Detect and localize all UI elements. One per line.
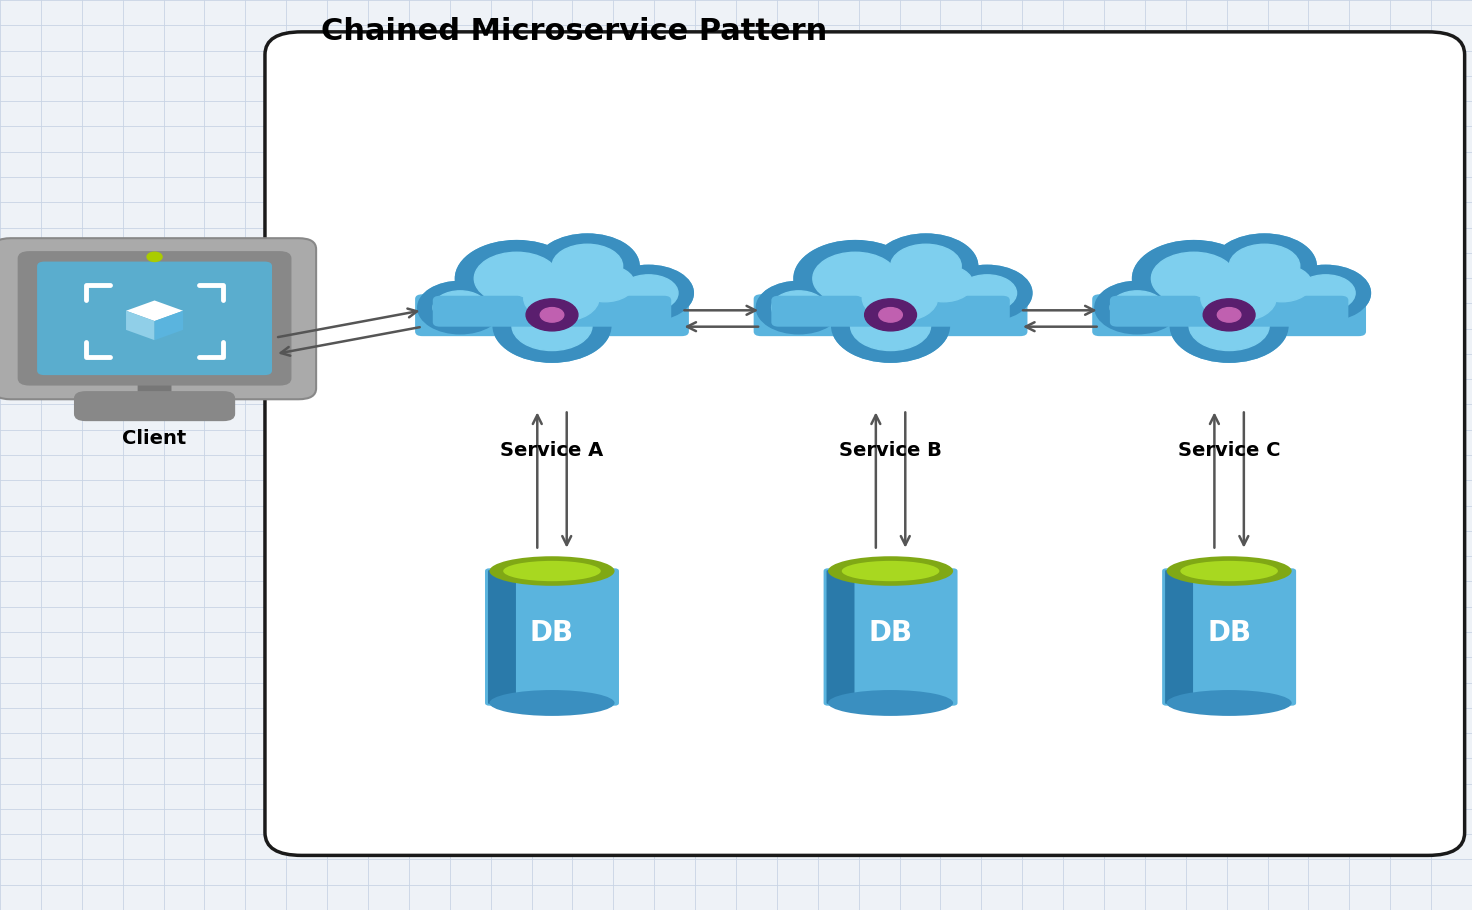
Circle shape <box>536 234 639 298</box>
Circle shape <box>1095 281 1179 334</box>
Circle shape <box>1201 275 1276 321</box>
Circle shape <box>891 244 961 288</box>
Circle shape <box>576 266 634 302</box>
FancyBboxPatch shape <box>1110 296 1348 327</box>
Polygon shape <box>155 310 183 340</box>
Circle shape <box>864 298 917 331</box>
FancyBboxPatch shape <box>74 391 236 421</box>
Ellipse shape <box>1166 556 1291 586</box>
Circle shape <box>757 281 841 334</box>
Circle shape <box>958 275 1017 311</box>
Ellipse shape <box>1166 690 1291 716</box>
Circle shape <box>552 244 623 288</box>
Circle shape <box>604 266 693 320</box>
Ellipse shape <box>489 690 614 716</box>
Circle shape <box>433 291 487 324</box>
FancyBboxPatch shape <box>489 570 517 704</box>
Text: Chained Microservice Pattern: Chained Microservice Pattern <box>321 17 827 46</box>
Circle shape <box>418 281 502 334</box>
Circle shape <box>851 301 930 350</box>
Circle shape <box>418 281 502 334</box>
Circle shape <box>1170 289 1288 362</box>
Text: DB: DB <box>868 619 913 647</box>
Circle shape <box>1170 289 1288 362</box>
Ellipse shape <box>503 561 601 581</box>
Circle shape <box>1213 234 1316 298</box>
Circle shape <box>493 289 611 362</box>
Circle shape <box>1229 244 1300 288</box>
Circle shape <box>524 275 599 321</box>
FancyBboxPatch shape <box>138 372 171 402</box>
FancyBboxPatch shape <box>754 294 1027 336</box>
Circle shape <box>771 291 826 324</box>
Circle shape <box>1281 266 1370 320</box>
Circle shape <box>1110 291 1164 324</box>
Text: Service C: Service C <box>1178 441 1281 460</box>
Circle shape <box>832 289 949 362</box>
Circle shape <box>942 266 1032 320</box>
Ellipse shape <box>1181 561 1278 581</box>
Circle shape <box>1297 275 1356 311</box>
Circle shape <box>942 266 1032 320</box>
Circle shape <box>604 266 693 320</box>
Text: DB: DB <box>530 619 574 647</box>
Circle shape <box>512 301 592 350</box>
Polygon shape <box>127 300 183 321</box>
Circle shape <box>1203 298 1256 331</box>
Circle shape <box>455 240 578 317</box>
Circle shape <box>147 252 162 261</box>
Circle shape <box>793 240 917 317</box>
Text: Service B: Service B <box>839 441 942 460</box>
FancyBboxPatch shape <box>433 296 671 327</box>
Circle shape <box>879 308 902 322</box>
Circle shape <box>832 289 949 362</box>
Circle shape <box>526 298 578 331</box>
FancyBboxPatch shape <box>824 568 957 706</box>
Circle shape <box>813 252 898 305</box>
Circle shape <box>874 234 977 298</box>
Circle shape <box>493 289 611 362</box>
Circle shape <box>1253 266 1312 302</box>
FancyBboxPatch shape <box>771 296 1010 327</box>
Text: Client: Client <box>122 430 187 449</box>
FancyBboxPatch shape <box>0 238 316 399</box>
Circle shape <box>757 281 841 334</box>
Circle shape <box>1213 234 1316 298</box>
Ellipse shape <box>827 556 952 586</box>
FancyBboxPatch shape <box>18 251 291 386</box>
Circle shape <box>1281 266 1370 320</box>
FancyBboxPatch shape <box>37 261 272 375</box>
Circle shape <box>1132 240 1256 317</box>
Circle shape <box>863 275 938 321</box>
FancyBboxPatch shape <box>415 294 689 336</box>
Circle shape <box>914 266 973 302</box>
FancyBboxPatch shape <box>827 570 854 704</box>
Text: DB: DB <box>1207 619 1251 647</box>
FancyBboxPatch shape <box>486 568 620 706</box>
Circle shape <box>846 266 899 298</box>
Circle shape <box>508 266 561 298</box>
FancyBboxPatch shape <box>1163 568 1295 706</box>
Circle shape <box>1132 240 1256 317</box>
Ellipse shape <box>842 561 939 581</box>
Circle shape <box>620 275 679 311</box>
FancyBboxPatch shape <box>1166 570 1192 704</box>
FancyBboxPatch shape <box>1092 294 1366 336</box>
Circle shape <box>455 240 578 317</box>
Circle shape <box>474 252 559 305</box>
Circle shape <box>1151 252 1236 305</box>
Circle shape <box>540 308 564 322</box>
Ellipse shape <box>489 556 614 586</box>
Circle shape <box>1189 301 1269 350</box>
Circle shape <box>1185 266 1238 298</box>
Circle shape <box>536 234 639 298</box>
FancyBboxPatch shape <box>265 32 1465 855</box>
Circle shape <box>874 234 977 298</box>
Polygon shape <box>127 310 155 340</box>
Text: Service A: Service A <box>500 441 604 460</box>
Circle shape <box>1095 281 1179 334</box>
Ellipse shape <box>827 690 952 716</box>
Circle shape <box>1217 308 1241 322</box>
Circle shape <box>793 240 917 317</box>
